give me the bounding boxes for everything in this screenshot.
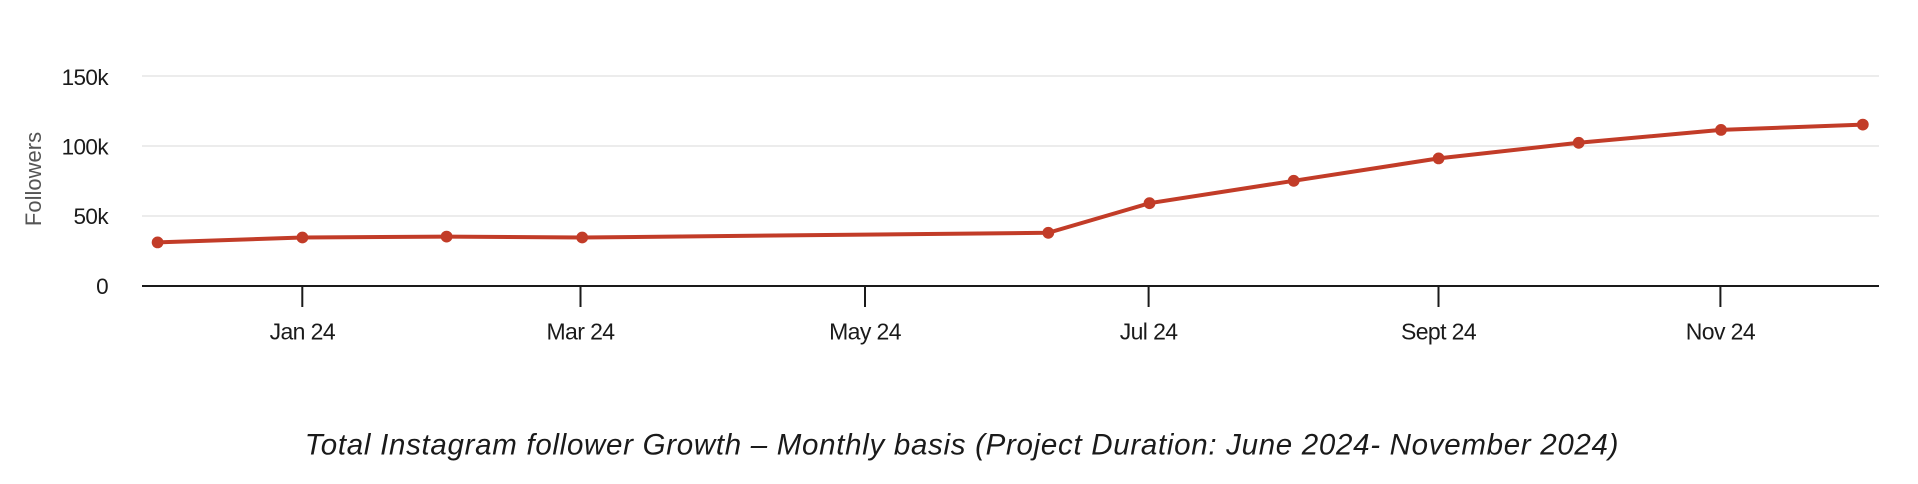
svg-text:50k: 50k — [74, 204, 110, 229]
svg-text:0: 0 — [96, 274, 108, 299]
svg-text:Total Instagram follower Growt: Total Instagram follower Growth – Monthl… — [305, 428, 1619, 461]
svg-text:Jul 24: Jul 24 — [1120, 319, 1179, 345]
svg-text:Nov 24: Nov 24 — [1686, 319, 1756, 345]
svg-text:100k: 100k — [62, 135, 110, 160]
svg-text:150k: 150k — [62, 65, 110, 90]
svg-text:Mar 24: Mar 24 — [547, 319, 616, 345]
svg-text:Jan 24: Jan 24 — [270, 319, 336, 345]
svg-text:Followers: Followers — [21, 132, 46, 226]
svg-text:Sept 24: Sept 24 — [1401, 319, 1477, 345]
svg-text:May 24: May 24 — [829, 319, 902, 345]
